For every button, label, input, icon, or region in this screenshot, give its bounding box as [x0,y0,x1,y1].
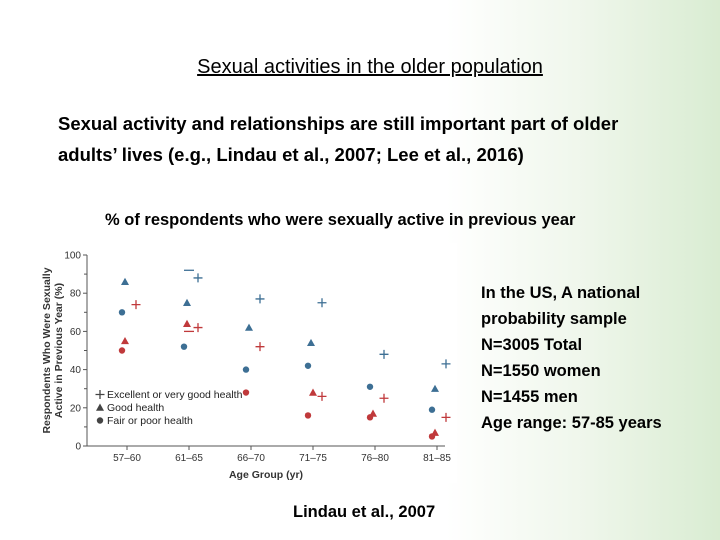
women-fair-point [118,347,126,354]
men-good-point [183,298,191,306]
legend-symbol [95,390,105,399]
note-line: N=1455 men [481,388,578,406]
men-excellent-point [441,359,451,369]
legend-label: Excellent or very good health [107,389,243,401]
intro-text: Sexual activity and relationships are st… [58,108,688,170]
men-fair-point [304,362,312,369]
men-excellent-point [379,349,389,359]
chart-panel: 0 20 40 60 80 100 57–60 61–65 66–70 71–75 76–80 81–… [37,243,457,483]
sample-notes: In the US, A national probability sample… [481,280,662,436]
legend-symbol [96,403,104,411]
intro-line-2: adults’ lives (e.g., Lindau et al., 2007… [58,144,524,165]
slide-title: Sexual activities in the older populatio… [197,56,543,78]
x-tick-label: 66–70 [237,453,265,464]
men-fair-point [428,406,436,413]
women-good-point [183,319,191,327]
note-line: N=3005 Total [481,336,583,354]
legend-label: Good health [107,402,164,414]
women-excellent-point [255,342,265,352]
chart-caption: % of respondents who were sexually activ… [105,211,576,229]
scatter-chart: 0 20 40 60 80 100 57–60 61–65 66–70 71–75 76–80 81–… [41,251,451,482]
men-fair-point [118,309,126,316]
men-good-point [307,338,315,347]
women-good-point [121,336,129,345]
women-excellent-point [441,412,451,422]
women-fair-point [304,412,312,419]
x-tick-label: 61–65 [175,453,203,464]
women-excellent-point [379,393,389,403]
legend-symbol [96,417,104,424]
men-good-point [121,277,129,285]
men-excellent-point [193,273,203,283]
women-excellent-point [317,391,327,401]
men-fair-point [366,383,374,390]
women-fair-point [366,414,374,421]
women-fair-point [242,389,250,396]
y-tick-label: 20 [70,403,82,414]
x-tick-label: 57–60 [113,453,141,464]
y-tick-label: 40 [70,365,82,376]
x-tick-label: 76–80 [361,453,389,464]
y-tick-label: 80 [70,289,82,300]
women-extra-point [309,388,317,396]
citation: Lindau et al., 2007 [293,503,436,521]
y-axis-title: Respondents Who Were Sexually [41,267,53,433]
women-fair-point [428,433,436,440]
legend-label: Fair or poor health [107,415,193,427]
women-excellent-point [193,323,203,333]
men-fair-point [180,343,188,350]
note-line: In the US, A national [481,284,641,302]
men-excellent-point [317,298,327,308]
x-tick-label: 71–75 [299,453,327,464]
men-fair-point [242,366,250,373]
x-axis-title: Age Group (yr) [229,469,303,481]
x-tick-label: 81–85 [423,453,451,464]
intro-line-1: Sexual activity and relationships are st… [58,113,619,134]
y-tick-label: 60 [70,327,82,338]
note-line: Age range: 57-85 years [481,414,662,432]
note-line: probability sample [481,310,627,328]
y-axis-title: Active in Previous Year (%) [53,283,65,418]
men-excellent-point [255,294,265,304]
men-good-point [245,323,253,331]
men-good-point [431,384,439,392]
women-excellent-point [131,300,141,310]
note-line: N=1550 women [481,362,601,380]
y-tick-label: 0 [75,442,81,453]
y-tick-label: 100 [64,251,81,262]
